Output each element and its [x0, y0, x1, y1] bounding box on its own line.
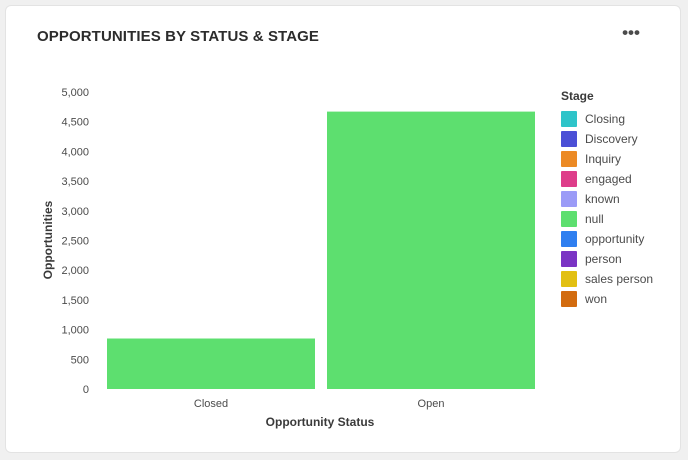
legend-swatch — [561, 111, 577, 127]
legend-label: sales person — [585, 272, 654, 286]
legend-label: null — [585, 212, 604, 226]
legend-item[interactable]: sales person — [561, 269, 653, 289]
y-tick-label: 2,500 — [61, 236, 89, 248]
legend-swatch — [561, 291, 577, 307]
legend-label: known — [585, 192, 620, 206]
legend-swatch — [561, 231, 577, 247]
card-title: OPPORTUNITIES BY STATUS & STAGE — [37, 28, 320, 45]
legend-item[interactable]: null — [561, 209, 653, 229]
legend-item[interactable]: Closing — [561, 109, 653, 129]
y-tick-label: 1,500 — [61, 295, 89, 307]
legend-item[interactable]: won — [561, 289, 653, 309]
bar-open[interactable] — [327, 111, 535, 390]
x-axis-ticks: Closed Open — [194, 398, 445, 410]
y-tick-label: 2,000 — [61, 265, 89, 277]
legend-item[interactable]: opportunity — [561, 229, 653, 249]
legend-swatch — [561, 251, 577, 267]
x-axis-title: Opportunity Status — [266, 415, 375, 429]
legend-item[interactable]: engaged — [561, 169, 653, 189]
legend-label: person — [585, 252, 622, 266]
legend-label: Discovery — [585, 132, 638, 146]
legend-swatch — [561, 151, 577, 167]
y-axis-title: Opportunities — [41, 200, 55, 279]
legend-label: Inquiry — [585, 152, 622, 166]
y-tick-label: 3,000 — [61, 206, 89, 218]
legend-item[interactable]: person — [561, 249, 653, 269]
y-tick-label: 500 — [71, 354, 89, 366]
legend-swatch — [561, 171, 577, 187]
y-axis-ticks: 0 500 1,000 1,500 2,000 2,500 3,000 3,500 4,000 4… — [61, 87, 89, 396]
legend-item[interactable]: Discovery — [561, 129, 653, 149]
legend-label: engaged — [585, 172, 632, 186]
legend-label: opportunity — [585, 232, 645, 246]
legend: Stage Closing Discovery Inquiry engaged know… — [561, 89, 653, 309]
y-tick-label: 3,500 — [61, 176, 89, 188]
legend-swatch — [561, 131, 577, 147]
legend-label: won — [585, 292, 608, 306]
legend-items: Closing Discovery Inquiry engaged known null o… — [561, 109, 653, 309]
x-tick-label: Open — [418, 398, 445, 410]
legend-swatch — [561, 271, 577, 287]
bar-closed[interactable] — [107, 338, 315, 389]
y-tick-label: 1,000 — [61, 325, 89, 337]
more-options-icon[interactable]: ••• — [622, 23, 640, 42]
legend-swatch — [561, 211, 577, 227]
legend-item[interactable]: Inquiry — [561, 149, 653, 169]
y-tick-label: 5,000 — [61, 87, 89, 99]
y-tick-label: 4,000 — [61, 146, 89, 158]
legend-label: Closing — [585, 112, 626, 126]
bars — [107, 111, 535, 390]
y-tick-label: 4,500 — [61, 117, 89, 129]
legend-item[interactable]: known — [561, 189, 653, 209]
y-tick-label: 0 — [83, 384, 89, 396]
legend-title: Stage — [561, 89, 594, 103]
x-tick-label: Closed — [194, 398, 228, 410]
legend-swatch — [561, 191, 577, 207]
